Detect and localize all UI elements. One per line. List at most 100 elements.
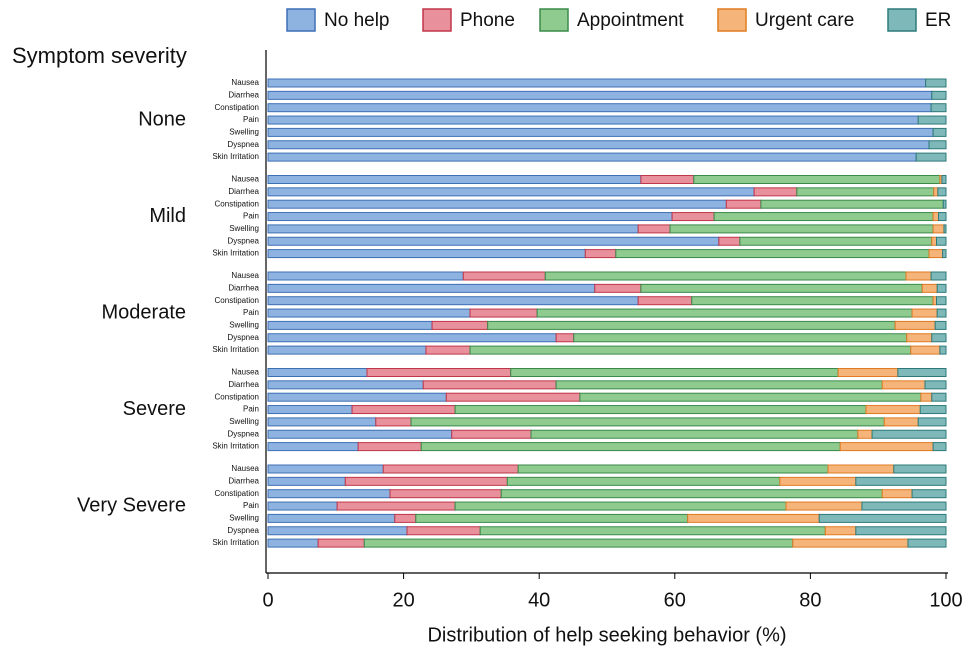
bar-segment — [936, 283, 947, 293]
bar-segment — [487, 320, 896, 330]
category-label: Skin Irritation — [212, 249, 259, 258]
category-label: Dyspnea — [227, 236, 259, 245]
bar-segment — [267, 236, 720, 246]
bar-segment — [936, 308, 947, 318]
legend-swatch — [286, 8, 316, 32]
category-label: Constipation — [215, 489, 259, 498]
category-label: Skin Irritation — [212, 538, 259, 547]
bar-segment — [725, 199, 762, 209]
legend-swatch — [422, 8, 452, 32]
bar-segment — [933, 187, 939, 197]
bar-segment — [753, 187, 798, 197]
category-label: Swelling — [229, 417, 259, 426]
bar-segment — [267, 296, 639, 306]
bar-segment — [818, 513, 947, 523]
bar-segment — [267, 175, 642, 184]
category-label: Dyspnea — [227, 333, 259, 342]
bar-segment — [573, 333, 908, 343]
legend-label: ER — [925, 10, 951, 31]
bar-segment — [827, 464, 895, 474]
bar-segment — [932, 296, 938, 306]
group-label: Severe — [123, 398, 186, 420]
bar-segment — [693, 175, 941, 184]
category-label: Swelling — [229, 128, 259, 137]
bar-segment — [928, 140, 947, 150]
category-label: Skin Irritation — [212, 345, 259, 354]
bar-segment — [932, 442, 947, 452]
bar-segment — [779, 476, 857, 486]
x-tick-label: 0 — [262, 589, 273, 611]
bar-segment — [910, 345, 941, 355]
bar-segment — [431, 320, 489, 330]
bar-segment — [267, 249, 586, 259]
bar-segment — [942, 199, 947, 209]
bar-segment — [881, 380, 926, 390]
bar-segment — [906, 333, 933, 343]
bar-segment — [267, 283, 596, 293]
bar-segment — [317, 538, 365, 548]
bar-segment — [479, 526, 826, 536]
bar-segment — [937, 187, 947, 197]
bar-segment — [425, 345, 471, 355]
bar-segment — [267, 501, 338, 511]
bar-segment — [894, 320, 936, 330]
bar-segment — [517, 464, 829, 474]
bar-segment — [857, 429, 873, 439]
bar-segment — [893, 464, 947, 474]
bar-segment — [267, 513, 396, 523]
bar-segment — [267, 224, 639, 234]
legend-swatch — [887, 8, 917, 32]
bar-segment — [445, 392, 581, 402]
bar-segment — [921, 283, 938, 293]
bar-segment — [267, 464, 384, 474]
bar-segment — [267, 90, 933, 100]
bar-segment — [932, 224, 945, 234]
bar-segment — [934, 320, 947, 330]
bar-segment — [555, 380, 883, 390]
bar-segment — [861, 501, 947, 511]
bar-segment — [931, 90, 947, 100]
category-label: Skin Irritation — [212, 442, 259, 451]
bar-segment — [920, 392, 933, 402]
bar-segment — [267, 345, 427, 355]
bar-segment — [500, 489, 883, 499]
bar-segment — [792, 538, 909, 548]
category-label: Swelling — [229, 514, 259, 523]
legend-label: Urgent care — [755, 10, 854, 31]
bar-segment — [375, 417, 412, 427]
bar-segment — [640, 283, 923, 293]
bar-segment — [796, 187, 935, 197]
bar-segment — [363, 538, 794, 548]
bar-segment — [938, 212, 947, 222]
bar-segment — [267, 417, 377, 427]
bar-segment — [506, 476, 781, 486]
category-label: Diarrhea — [228, 187, 259, 196]
category-label: Constipation — [215, 199, 259, 208]
category-label: Dyspnea — [227, 140, 259, 149]
bar-segment — [824, 526, 857, 536]
bar-segment — [267, 271, 464, 281]
bar-segment — [344, 476, 508, 486]
bar-segment — [530, 429, 859, 439]
bar-segment — [454, 405, 867, 415]
group-label: Mild — [149, 205, 186, 227]
bar-segment — [615, 249, 930, 259]
bar-segment — [267, 152, 917, 162]
category-label: Nausea — [231, 464, 259, 473]
bar-segment — [669, 224, 934, 234]
bar-segment — [931, 392, 947, 402]
legend-label: No help — [324, 10, 390, 31]
bar-segment — [267, 368, 368, 377]
category-label: Diarrhea — [228, 90, 259, 99]
x-tick-label: 20 — [392, 589, 414, 611]
legend-swatch — [539, 8, 569, 32]
category-label: Constipation — [215, 296, 259, 305]
bar-segment — [932, 212, 940, 222]
bar-segment — [928, 249, 944, 259]
bar-segment — [336, 501, 456, 511]
x-tick-label: 60 — [664, 589, 686, 611]
bar-segment — [267, 538, 319, 548]
category-label: Pain — [243, 501, 259, 510]
bar-segment — [267, 308, 471, 318]
bar-segment — [936, 236, 947, 246]
